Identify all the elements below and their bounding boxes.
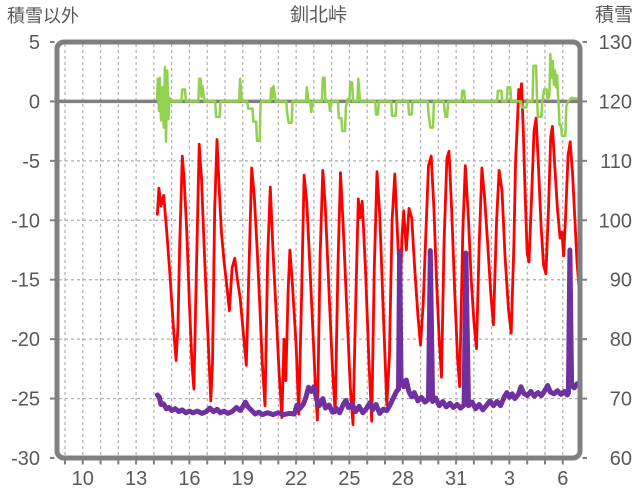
- x-axis-label: 28: [392, 468, 414, 490]
- left-axis-title: 積雪以外: [7, 6, 79, 26]
- x-axis-label: 3: [504, 468, 515, 490]
- x-axis-label: 22: [285, 468, 307, 490]
- right-axis-label: 110: [600, 151, 632, 173]
- right-axis-label: 60: [610, 448, 632, 470]
- right-axis-label: 70: [610, 389, 632, 411]
- left-axis-label: -30: [11, 448, 40, 470]
- left-axis-label: -25: [11, 389, 40, 411]
- series-red-line: [155, 82, 581, 427]
- right-axis-title: 積雪: [594, 5, 633, 26]
- right-axis-label: 90: [610, 270, 632, 292]
- right-axis-label: 100: [599, 210, 632, 232]
- plot-border: [54, 39, 583, 461]
- x-axis-label: 19: [232, 468, 254, 490]
- right-axis-label: 80: [610, 329, 632, 351]
- x-axis-label: 6: [557, 468, 568, 490]
- left-axis-label: 5: [29, 32, 40, 54]
- right-axis-label: 120: [599, 91, 632, 113]
- x-axis-label: 10: [72, 468, 94, 490]
- left-axis-label: -10: [11, 210, 40, 232]
- series-purple-line: [154, 247, 583, 418]
- x-axis-label: 31: [445, 468, 467, 490]
- x-axis-label: 16: [178, 468, 200, 490]
- x-axis-label: 13: [125, 468, 147, 490]
- left-axis-label: -5: [22, 151, 40, 173]
- left-axis-label: 0: [29, 91, 40, 113]
- series-green-line: [155, 52, 581, 144]
- left-axis-label: -20: [11, 329, 40, 351]
- x-axis-label: 25: [338, 468, 360, 490]
- chart-title: 釧北峠: [289, 5, 347, 26]
- right-axis-label: 130: [599, 32, 632, 54]
- left-axis-label: -15: [11, 270, 40, 292]
